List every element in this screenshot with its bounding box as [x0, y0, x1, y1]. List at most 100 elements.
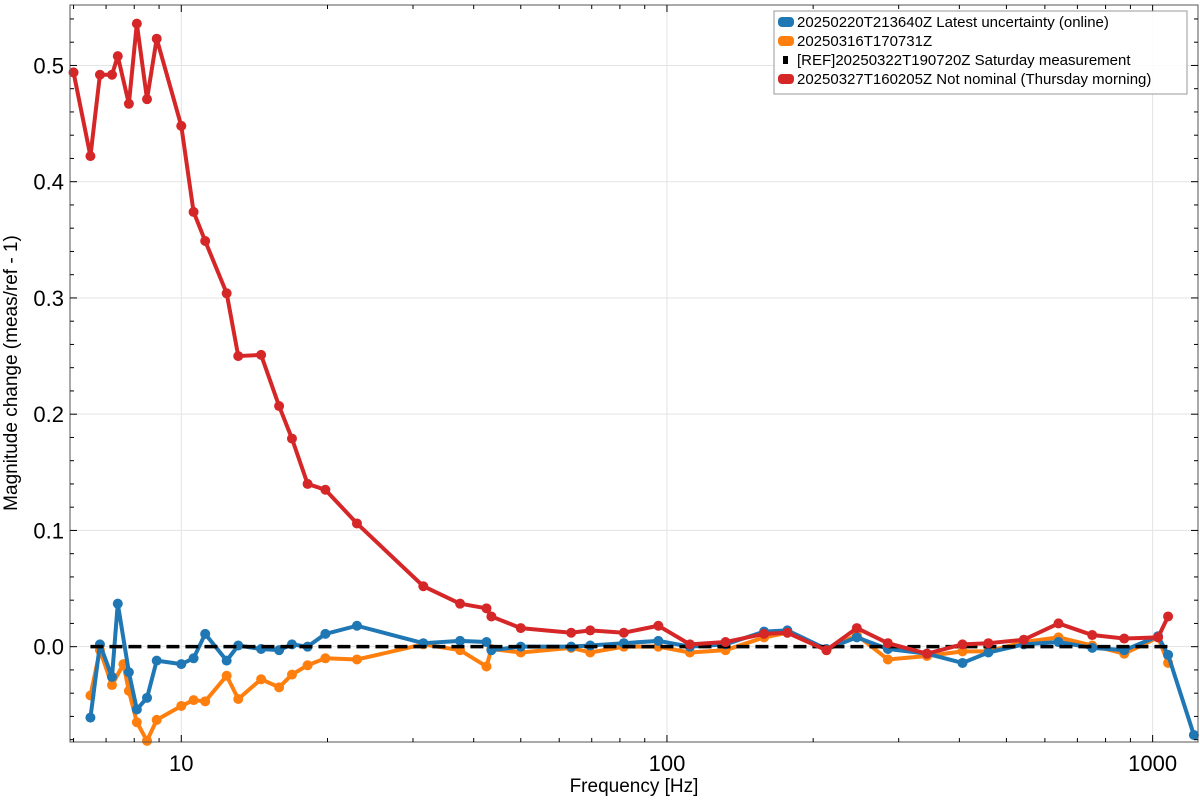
x-tick-label: 1000: [1128, 751, 1177, 776]
data-point: [200, 696, 211, 707]
y-tick-label: 0.5: [33, 53, 64, 78]
data-point: [481, 603, 492, 614]
data-point: [720, 637, 731, 648]
data-point: [1119, 633, 1130, 644]
data-point: [455, 635, 466, 646]
data-point: [1153, 632, 1164, 643]
data-point: [188, 206, 199, 217]
data-point: [851, 632, 862, 643]
data-point: [142, 94, 153, 105]
data-point: [151, 33, 162, 44]
data-point: [256, 674, 267, 685]
legend-marker: [783, 56, 788, 64]
data-point: [151, 714, 162, 725]
y-axis-label: Magnitude change (meas/ref - 1): [1, 235, 22, 511]
data-point: [107, 671, 118, 682]
y-tick-label: 0.3: [33, 286, 64, 311]
legend-marker: [778, 36, 794, 46]
legend-marker: [778, 74, 794, 84]
data-point: [107, 680, 118, 691]
data-point: [851, 623, 862, 634]
data-point: [481, 661, 492, 672]
data-point: [882, 654, 893, 665]
x-tick-label: 10: [169, 751, 193, 776]
data-point: [1087, 630, 1098, 641]
plot-background: [70, 5, 1198, 742]
x-axis-label: Frequency [Hz]: [570, 776, 699, 797]
data-point: [957, 657, 968, 668]
data-point: [302, 478, 313, 489]
ticks: 10 100 1000 0.0 0.1 0.2 0.3 0.4 0.5: [33, 5, 1198, 776]
data-point: [200, 235, 211, 246]
data-point: [123, 98, 134, 109]
data-point: [274, 401, 285, 412]
legend-box: [773, 10, 1188, 95]
data-point: [94, 69, 105, 80]
data-point: [418, 581, 429, 592]
data-point: [1053, 637, 1064, 648]
data-point: [142, 692, 153, 703]
data-point: [112, 598, 123, 609]
data-point: [653, 620, 664, 631]
data-point: [515, 623, 526, 634]
data-point: [320, 628, 331, 639]
data-point: [274, 682, 285, 693]
data-point: [188, 653, 199, 664]
data-point: [821, 645, 832, 656]
data-point: [1018, 634, 1029, 645]
data-point: [320, 653, 331, 664]
legend-marker: [778, 17, 794, 27]
data-point: [221, 288, 232, 299]
data-point: [123, 667, 134, 678]
data-point: [151, 655, 162, 666]
y-tick-label: 0.2: [33, 402, 64, 427]
data-point: [566, 627, 577, 638]
data-point: [486, 611, 497, 622]
data-point: [131, 18, 142, 29]
data-point: [684, 639, 695, 650]
plot-frame: [69, 4, 1199, 743]
data-point: [320, 484, 331, 495]
data-point: [286, 669, 297, 680]
x-tick-label: 100: [649, 751, 686, 776]
legend-label: [REF]20250322T190720Z Saturday measureme…: [797, 52, 1131, 69]
data-point: [957, 639, 968, 650]
data-point: [585, 647, 596, 658]
data-point: [882, 638, 893, 649]
data-point: [585, 625, 596, 636]
data-point: [233, 693, 244, 704]
data-point: [759, 628, 770, 639]
data-point: [233, 351, 244, 362]
data-point: [85, 712, 96, 723]
legend-label: 20250220T213640Z Latest uncertainty (onl…: [797, 14, 1109, 31]
data-point: [176, 659, 187, 670]
data-point: [653, 635, 664, 646]
data-point: [286, 433, 297, 444]
legend: 20250220T213640Z Latest uncertainty (onl…: [773, 10, 1188, 95]
data-point: [221, 670, 232, 681]
data-point: [68, 67, 79, 78]
data-point: [176, 120, 187, 131]
y-tick-label: 0.4: [33, 170, 64, 195]
data-point: [221, 655, 232, 666]
data-point: [131, 717, 142, 728]
y-tick-label: 0.0: [33, 635, 64, 660]
data-point: [983, 638, 994, 649]
data-point: [957, 646, 968, 657]
data-point: [1163, 611, 1174, 622]
data-point: [351, 654, 362, 665]
data-point: [921, 648, 932, 659]
data-point: [188, 695, 199, 706]
data-point: [1188, 730, 1199, 741]
data-point: [256, 349, 267, 360]
data-point: [1163, 649, 1174, 660]
data-point: [351, 518, 362, 529]
data-point: [85, 151, 96, 162]
data-point: [1053, 618, 1064, 629]
data-point: [131, 704, 142, 715]
series-group: [68, 18, 1199, 746]
data-point: [112, 51, 123, 62]
data-point: [176, 700, 187, 711]
data-point: [142, 735, 153, 746]
legend-label: 20250316T170731Z: [797, 33, 932, 50]
